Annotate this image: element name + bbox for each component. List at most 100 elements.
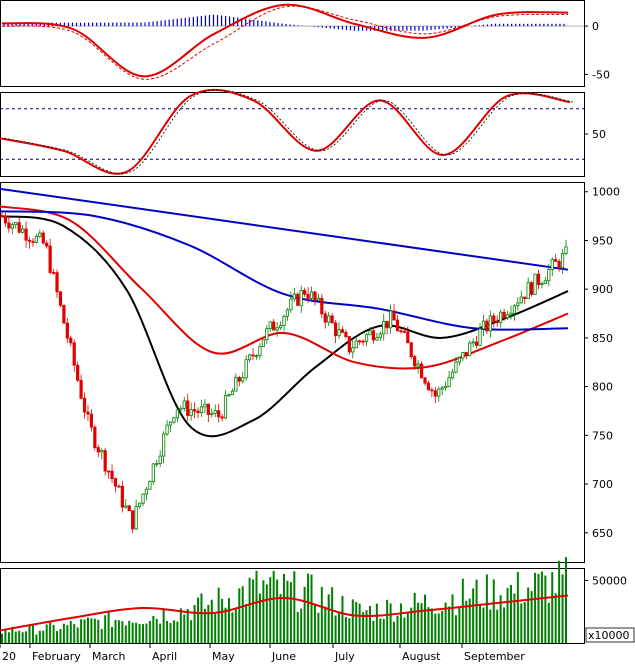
- volume-bar: [389, 603, 392, 643]
- candle-body: [141, 493, 145, 504]
- volume-bar: [461, 578, 464, 643]
- volume-bar: [262, 580, 265, 643]
- volume-bar: [186, 609, 189, 643]
- candle-body: [213, 410, 217, 414]
- volume-bar: [200, 593, 203, 643]
- y-tick-label-volume: 50000: [592, 575, 627, 588]
- volume-bar: [503, 607, 506, 643]
- volume-bar: [11, 626, 14, 643]
- candle-body: [516, 302, 520, 307]
- candle-body: [278, 325, 283, 329]
- candle-body: [402, 330, 406, 333]
- candle-body: [158, 455, 162, 464]
- candle-body: [3, 215, 8, 224]
- volume-bar: [448, 606, 451, 643]
- candle-body: [27, 239, 32, 242]
- candle-body: [440, 387, 444, 390]
- candle-body: [96, 447, 100, 453]
- volume-bar: [434, 613, 437, 643]
- candle-body: [523, 296, 527, 299]
- candle-body: [38, 232, 42, 237]
- volume-bar: [272, 570, 275, 643]
- y-tick-label-price: 950: [592, 234, 613, 247]
- macd-signal-line: [1, 5, 569, 80]
- volume-bar: [320, 587, 323, 643]
- volume-bar: [534, 572, 537, 643]
- volume-bar: [362, 612, 365, 643]
- volume-bar: [403, 617, 406, 643]
- candle-body: [24, 228, 28, 241]
- volume-bar: [117, 620, 120, 643]
- candle-body: [69, 337, 73, 344]
- volume-bar: [331, 587, 334, 643]
- candle-body: [306, 293, 310, 299]
- volume-bar: [551, 572, 554, 643]
- volume-bar: [341, 595, 344, 643]
- volume-bar: [310, 574, 313, 643]
- x-tick-label: April: [152, 650, 177, 663]
- volume-bar: [224, 607, 227, 643]
- volume-bar: [14, 631, 17, 643]
- moving-average-blue-2: [0, 210, 569, 331]
- volume-bar: [80, 619, 83, 643]
- x-tick-label: August: [402, 650, 441, 663]
- candle-body: [364, 334, 369, 342]
- candle-body: [14, 222, 18, 226]
- panel-border-vol: [0, 568, 585, 644]
- price-panel: [0, 187, 569, 534]
- candle-body: [45, 242, 49, 247]
- candle-body: [285, 309, 290, 317]
- candle-body: [155, 463, 159, 465]
- volume-bar: [499, 595, 502, 643]
- candle-body: [540, 282, 544, 285]
- volume-bar: [344, 617, 347, 643]
- volume-bar: [248, 577, 251, 643]
- candle-body: [72, 342, 76, 366]
- volume-bar: [375, 603, 378, 643]
- candle-body: [378, 333, 382, 339]
- candle-body: [351, 347, 355, 353]
- candle-body: [100, 450, 104, 453]
- candle-body: [344, 331, 348, 337]
- candle-body: [533, 273, 537, 295]
- volume-bar: [554, 593, 557, 643]
- candle-body: [354, 340, 358, 349]
- volume-bar: [49, 622, 52, 643]
- volume-bar: [169, 623, 172, 643]
- candle-body: [433, 390, 437, 397]
- volume-bar: [265, 584, 268, 643]
- volume-bar: [227, 598, 230, 643]
- candle-body: [509, 312, 513, 316]
- candle-body: [203, 403, 207, 408]
- candle-body: [41, 232, 45, 244]
- candle-body: [199, 406, 204, 414]
- candle-body: [182, 400, 186, 409]
- moving-average-black-0: [0, 215, 569, 438]
- candle-body: [134, 506, 138, 530]
- volume-panel: [0, 557, 569, 643]
- y-tick-label-macd: 0: [592, 20, 599, 33]
- candle-body: [299, 289, 303, 306]
- candle-body: [227, 394, 231, 397]
- volume-bar: [52, 624, 55, 643]
- candle-body: [79, 379, 83, 399]
- volume-bar: [565, 557, 567, 643]
- volume-bar: [172, 620, 175, 643]
- candle-body: [409, 342, 413, 358]
- candle-body: [557, 261, 561, 269]
- y-tick-label-macd: -50: [592, 68, 610, 81]
- candle-body: [368, 330, 372, 336]
- y-tick-label-price: 650: [592, 527, 613, 540]
- candle-body: [530, 282, 534, 295]
- candle-body: [495, 321, 499, 324]
- volume-bar: [255, 570, 258, 643]
- volume-bar: [286, 580, 289, 643]
- volume-bar: [207, 605, 210, 643]
- volume-bar: [152, 615, 155, 643]
- candle-body: [375, 337, 379, 341]
- candle-body: [144, 488, 149, 495]
- volume-bar: [561, 574, 564, 643]
- stochastic-panel: [0, 88, 584, 175]
